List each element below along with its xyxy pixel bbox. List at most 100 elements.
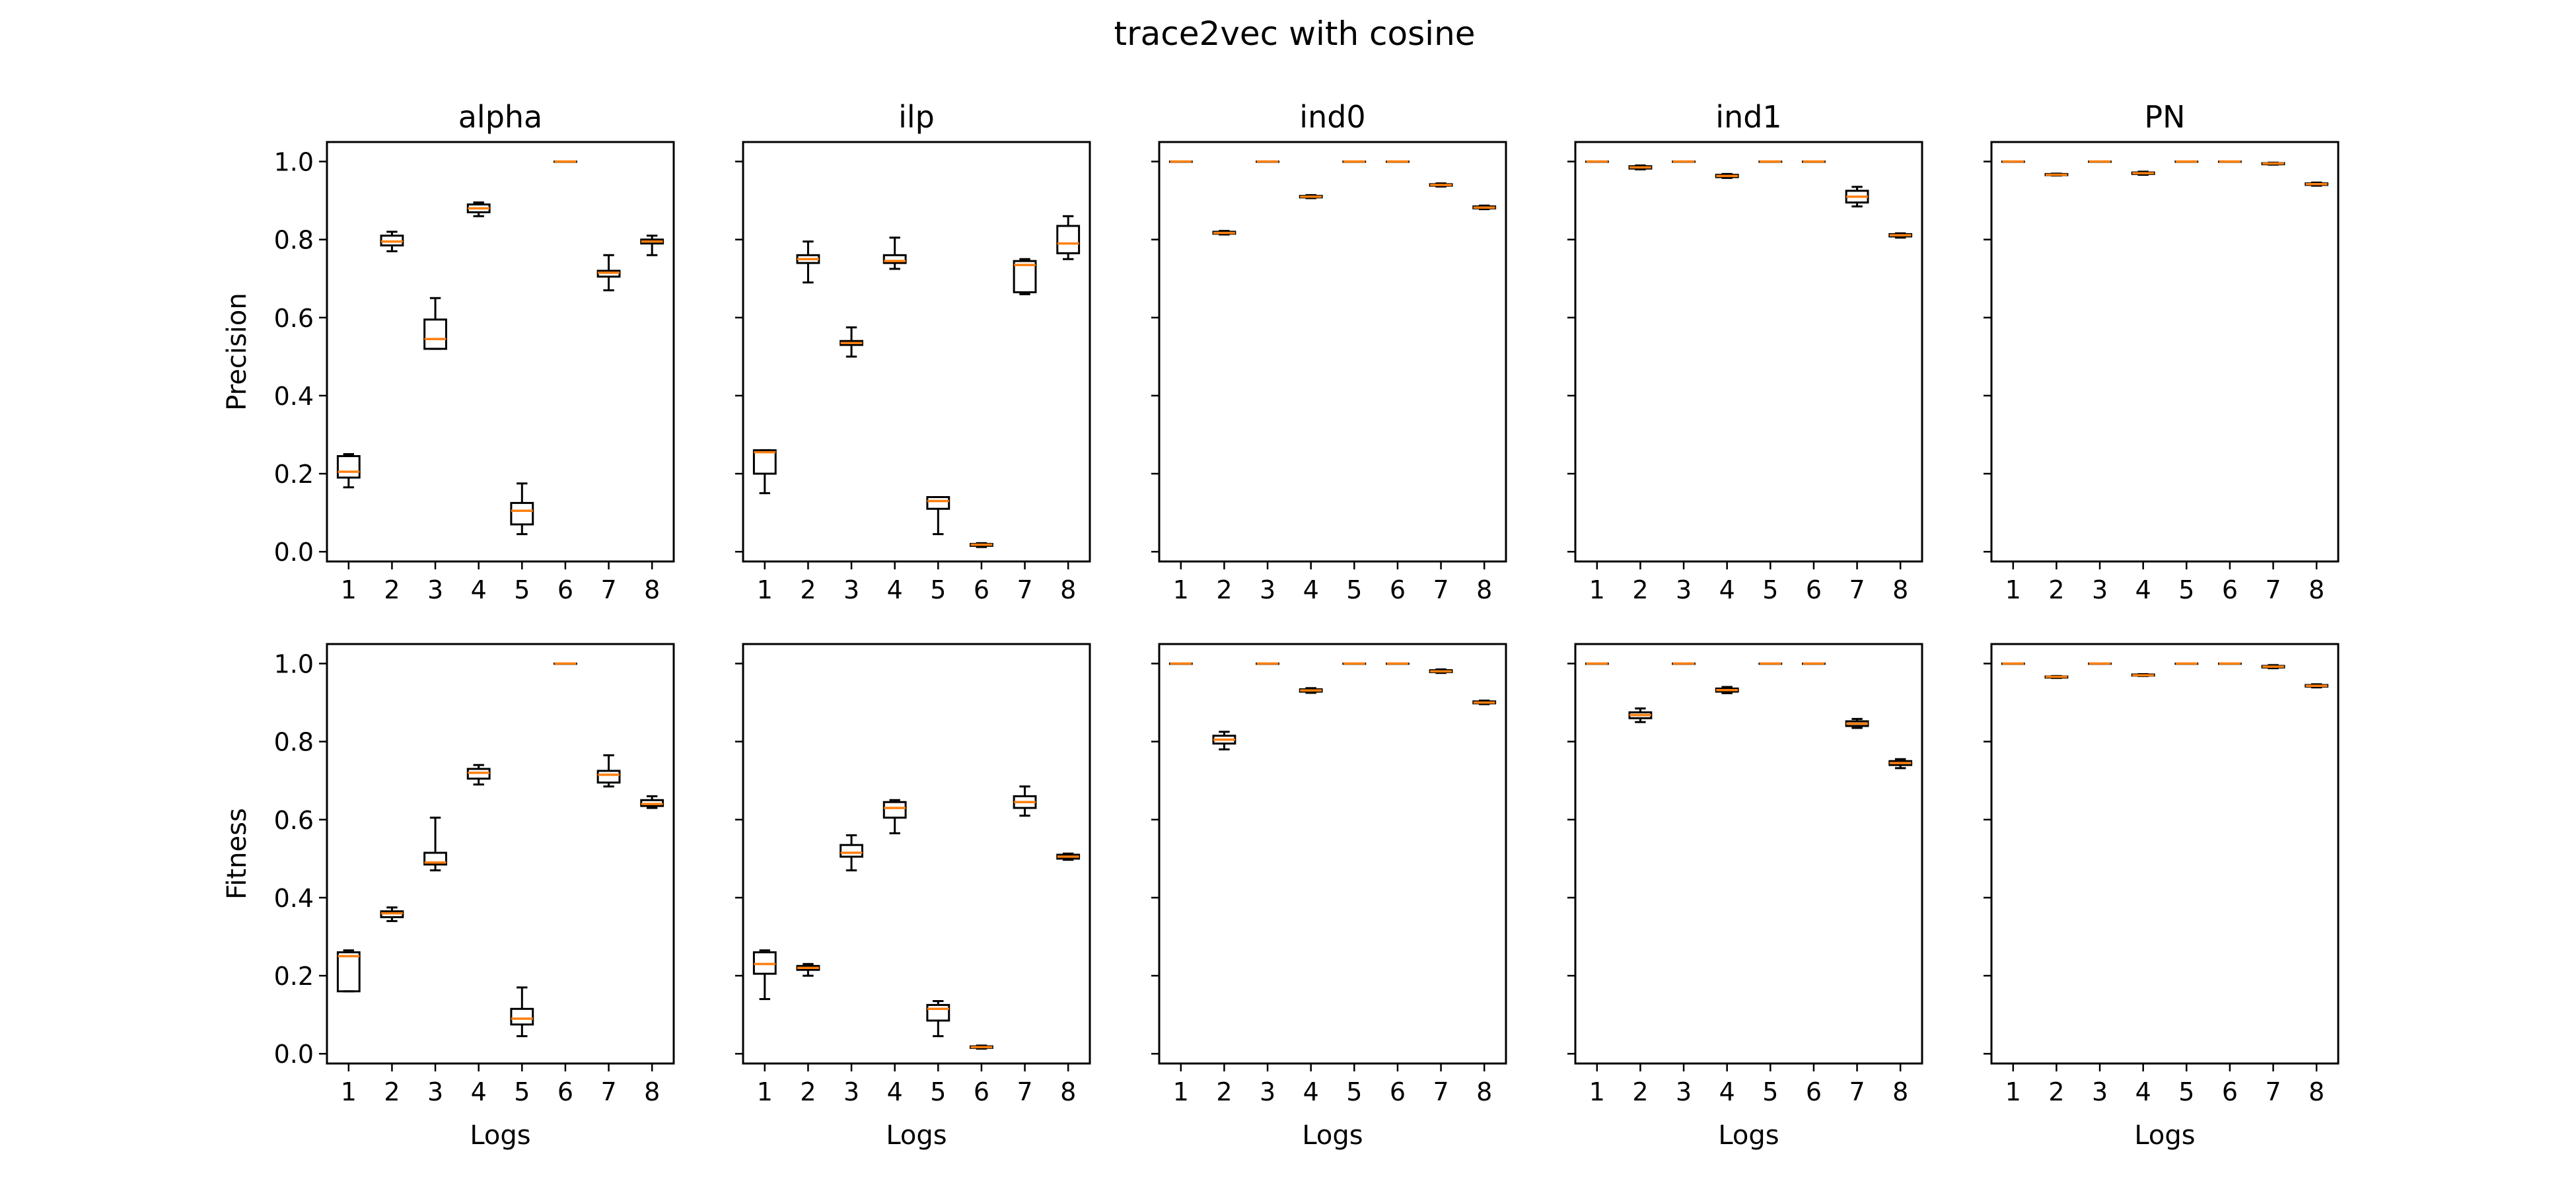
x-tick-label: 7 [600,1077,616,1106]
box-log-2 [1212,731,1236,750]
x-axis-label: Logs [2134,1120,2195,1151]
x-axis-label: Logs [470,1120,530,1151]
box-log-1 [336,949,361,993]
x-tick-label: 7 [2265,1077,2281,1106]
box-log-7 [596,754,621,788]
x-tick-label: 2 [1216,1077,1232,1106]
box-log-6 [970,542,993,548]
panel-title: PN [2144,99,2185,135]
x-tick-label: 7 [1849,1077,1865,1106]
x-tick-label: 2 [1632,575,1648,604]
box-log-2 [380,231,404,252]
x-tick-label: 2 [2048,1077,2064,1106]
axes-frame [1158,141,1507,563]
axes-frame [1574,141,1923,563]
x-tick-label: 2 [1216,575,1232,604]
box-log-7 [2261,664,2285,670]
x-tick-label: 6 [1806,575,1822,604]
x-tick-label: 5 [1762,575,1778,604]
box-iqr [882,254,907,264]
box-log-2 [2044,674,2069,679]
box-log-4 [1715,686,1739,694]
axes-frame [742,141,1091,563]
box-log-5 [1758,662,1783,665]
x-tick-label: 2 [800,1077,816,1106]
x-tick-label: 3 [1676,1077,1692,1106]
box-log-8 [1472,700,1497,705]
box-log-3 [2088,662,2112,665]
box-log-8 [2305,683,2329,689]
box-log-1 [1585,662,1609,665]
y-tick-label: 0.8 [274,728,314,757]
y-tick-label: 0.4 [274,884,314,913]
x-tick-label: 1 [341,575,357,604]
box-log-7 [1429,182,1453,188]
box-iqr [840,844,863,858]
y-tick-label: 0.2 [274,460,314,489]
x-tick-label: 3 [1260,1077,1275,1106]
x-tick-label: 4 [887,1077,903,1106]
y-tick-label: 1.0 [274,650,314,679]
y-tick-label: 0.0 [274,1040,314,1069]
box-log-1 [752,449,777,495]
box-log-7 [1845,186,1869,207]
x-tick-label: 4 [2135,575,2151,604]
box-log-4 [466,201,491,217]
x-tick-label: 8 [1892,575,1908,604]
x-tick-label: 6 [2222,1077,2238,1106]
box-iqr [596,770,621,784]
box-log-5 [510,482,534,536]
box-log-2 [1628,164,1653,170]
box-iqr [336,951,361,993]
x-axis-label: Logs [886,1120,947,1151]
x-tick-label: 5 [930,1077,946,1106]
axes-frame [326,141,675,563]
box-log-2 [796,240,820,284]
box-log-2 [2044,172,2069,177]
box-log-8 [640,795,664,809]
x-tick-label: 7 [1017,575,1032,604]
x-axis-label: Logs [1302,1120,1363,1151]
box-log-1 [752,949,777,1001]
y-tick-label: 0.6 [274,304,314,333]
box-log-4 [1715,172,1739,179]
box-log-3 [1672,662,1696,665]
box-iqr [752,449,777,475]
x-tick-label: 8 [644,1077,660,1106]
x-tick-label: 5 [2178,1077,2194,1106]
x-tick-label: 5 [1346,575,1362,604]
x-tick-label: 8 [2308,575,2324,604]
box-log-3 [840,834,863,872]
x-tick-label: 8 [1060,1077,1076,1106]
box-log-8 [1056,215,1081,260]
x-tick-label: 6 [557,1077,573,1106]
x-tick-label: 8 [1476,1077,1492,1106]
axes-frame [1574,643,1923,1065]
box-log-7 [1013,258,1037,295]
x-tick-label: 5 [2178,575,2194,604]
box-log-6 [554,662,577,665]
box-log-2 [380,906,404,922]
x-tick-label: 1 [757,575,773,604]
x-tick-label: 1 [1173,1077,1189,1106]
x-tick-label: 3 [843,575,859,604]
panel-fitness-ind1: 1 2 3 4 5 6 7 8 Logs [1567,643,1923,1151]
box-log-6 [1802,662,1826,665]
x-tick-label: 8 [1892,1077,1908,1106]
box-log-4 [1299,687,1323,694]
box-log-1 [1168,662,1193,665]
box-log-6 [970,1044,993,1050]
box-log-2 [1628,707,1653,723]
box-log-8 [640,234,664,256]
x-tick-label: 3 [2092,575,2108,604]
x-tick-label: 8 [2308,1077,2324,1106]
x-tick-label: 4 [1719,1077,1735,1106]
box-log-3 [423,816,447,872]
panel-precision-ilp: ilp 1 2 3 4 5 6 7 8 [735,99,1091,604]
x-axis-label: Logs [1718,1120,1779,1151]
box-log-4 [1299,194,1323,199]
x-tick-label: 4 [2135,1077,2151,1106]
x-tick-label: 3 [1676,575,1692,604]
y-tick-label: 1.0 [274,148,314,177]
